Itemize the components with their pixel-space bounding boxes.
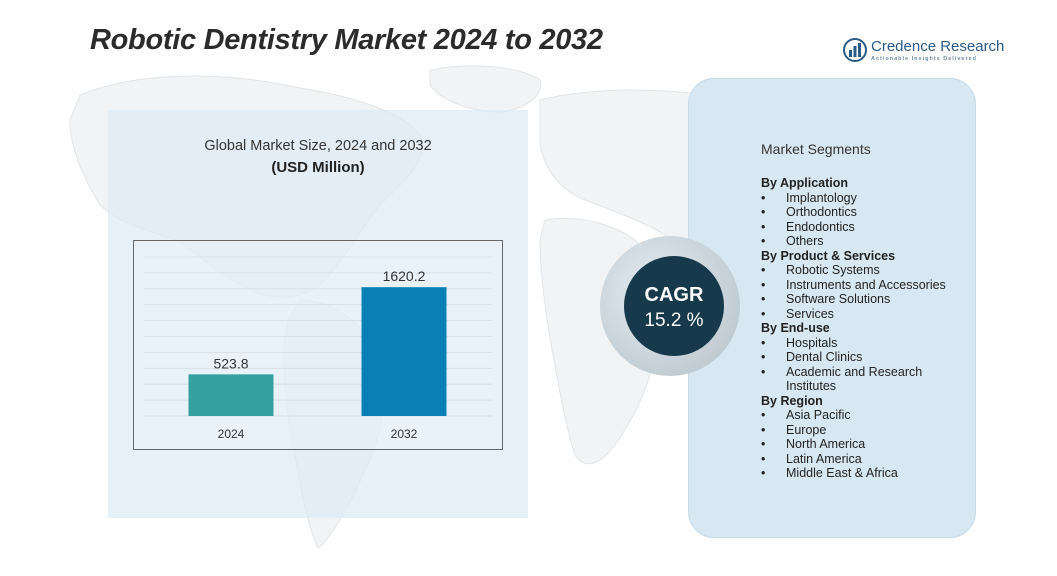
bar-2032	[361, 287, 447, 416]
tick-label-2032: 2032	[391, 427, 418, 441]
segment-item-label: Middle East & Africa	[786, 466, 898, 480]
segment-item-label: Robotic Systems	[786, 263, 880, 277]
page-title: Robotic Dentistry Market 2024 to 2032	[90, 24, 603, 56]
bullet-icon: •	[761, 364, 766, 379]
bullet-icon: •	[761, 263, 766, 277]
cagr-value: 15.2 %	[644, 310, 704, 331]
chart-subtitle: (USD Million)	[271, 159, 365, 176]
segment-item-label: Software Solutions	[786, 292, 891, 306]
segment-heading: By Application	[761, 176, 849, 190]
segment-item-label: Others	[786, 234, 824, 248]
bar-chart: 523.8 2024 1620.2 2032	[133, 240, 503, 450]
segment-item-label: Hospitals	[786, 335, 838, 350]
chart-panel: Global Market Size, 2024 and 2032 (USD M…	[108, 110, 528, 518]
segment-item-label: Asia Pacific	[786, 408, 851, 422]
segment-item: • Asia Pacific	[761, 408, 971, 423]
credence-research-logo: Credence Research Actionable Insights De…	[843, 38, 1013, 68]
chart-title: Global Market Size, 2024 and 2032	[204, 138, 432, 154]
segment-item: • Hospitals	[761, 336, 971, 351]
segments-list: By Application • Implantology • Orthodontics…	[761, 176, 971, 481]
segment-item-label: North America	[786, 437, 866, 451]
bullet-icon: •	[761, 422, 766, 437]
cagr-label: CAGR	[644, 284, 704, 306]
segment-item-label: Services	[786, 306, 834, 321]
segment-heading: By End-use	[761, 321, 830, 335]
bullet-icon: •	[761, 466, 766, 480]
bullet-icon: •	[761, 451, 766, 466]
segment-item: • Europe	[761, 423, 971, 438]
segment-item: • Dental Clinics	[761, 350, 971, 365]
bar-2024	[188, 374, 274, 416]
segment-item: • Services	[761, 307, 971, 322]
bullet-icon: •	[761, 277, 766, 292]
bullet-icon: •	[761, 190, 766, 205]
bullet-icon: •	[761, 219, 766, 234]
segment-item: • Robotic Systems	[761, 263, 971, 278]
segment-item: • Middle East & Africa	[761, 466, 971, 481]
segment-item: • Endodontics	[761, 220, 971, 235]
bullet-icon: •	[761, 234, 766, 248]
tick-label-2024: 2024	[218, 427, 245, 441]
segment-item: • Academic and Research Institutes	[761, 365, 971, 394]
segments-title: Market Segments	[761, 141, 871, 157]
segment-item-label: Latin America	[786, 451, 862, 466]
segment-heading: By Product & Services	[761, 248, 896, 263]
value-label-2024: 523.8	[213, 355, 248, 371]
bullet-icon: •	[761, 350, 766, 364]
value-label-2032: 1620.2	[383, 268, 426, 284]
segment-item-label: Dental Clinics	[786, 350, 863, 364]
segment-item: • Implantology	[761, 191, 971, 206]
segment-item-label: Academic and Research Institutes	[786, 364, 923, 394]
segment-item-label: Implantology	[786, 190, 857, 205]
segment-item: • Instruments and Accessories	[761, 278, 971, 293]
segment-item: • Software Solutions	[761, 292, 971, 307]
bullet-icon: •	[761, 408, 766, 422]
segment-item: • North America	[761, 437, 971, 452]
bar-chart-logo-icon	[843, 38, 867, 62]
segment-item: • Latin America	[761, 452, 971, 467]
bar-chart-svg: 523.8 2024 1620.2 2032	[144, 256, 492, 441]
bullet-icon: •	[761, 335, 766, 350]
bullet-icon: •	[761, 205, 766, 219]
logo-name: Credence Research	[871, 38, 1005, 55]
bullet-icon: •	[761, 437, 766, 451]
bullet-icon: •	[761, 306, 766, 321]
segment-item-label: Endodontics	[786, 219, 855, 234]
segment-item: • Orthodontics	[761, 205, 971, 220]
segment-item: • Others	[761, 234, 971, 249]
bullet-icon: •	[761, 292, 766, 306]
segment-item-label: Instruments and Accessories	[786, 277, 946, 292]
logo-tagline: Actionable Insights Delivered	[871, 56, 978, 62]
cagr-badge: CAGR 15.2 %	[624, 256, 724, 356]
segment-item-label: Orthodontics	[786, 205, 857, 219]
segment-item-label: Europe	[786, 422, 827, 437]
segment-heading: By Region	[761, 393, 823, 408]
